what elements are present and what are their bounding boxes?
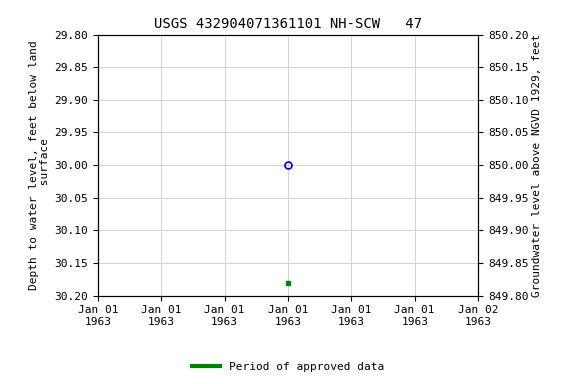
Legend: Period of approved data: Period of approved data <box>188 358 388 377</box>
Y-axis label: Depth to water level, feet below land
 surface: Depth to water level, feet below land su… <box>29 40 50 290</box>
Y-axis label: Groundwater level above NGVD 1929, feet: Groundwater level above NGVD 1929, feet <box>532 33 543 297</box>
Title: USGS 432904071361101 NH-SCW   47: USGS 432904071361101 NH-SCW 47 <box>154 17 422 31</box>
